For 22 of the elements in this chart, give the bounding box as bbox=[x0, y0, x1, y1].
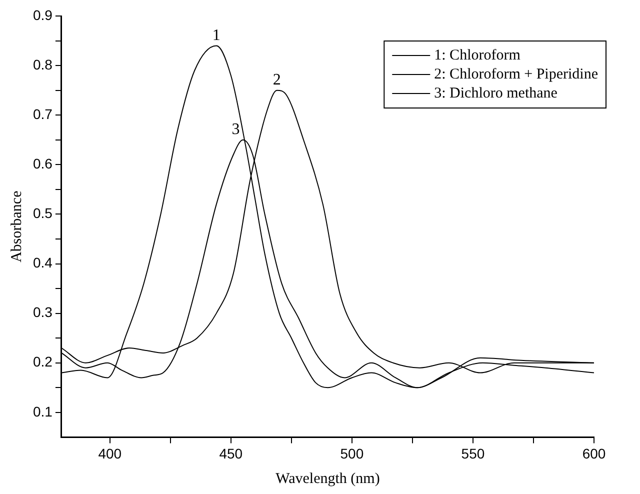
x-tick-label: 550 bbox=[461, 445, 485, 462]
x-tick-label: 500 bbox=[340, 445, 364, 462]
x-tick-label: 400 bbox=[98, 445, 122, 462]
legend-label: 3: Dichloro methane bbox=[434, 85, 558, 102]
y-tick-label: 0.9 bbox=[32, 6, 53, 23]
y-tick-label: 0.8 bbox=[32, 56, 53, 72]
y-tick-label: 0.4 bbox=[32, 254, 53, 271]
y-tick-label: 0.1 bbox=[32, 403, 53, 420]
y-tick-label: 0.3 bbox=[32, 304, 53, 320]
legend-label: 2: Chloroform + Piperidine bbox=[434, 66, 598, 82]
x-tick-label: 450 bbox=[219, 445, 243, 462]
annotation: 1 bbox=[212, 26, 220, 44]
y-tick-label: 0.2 bbox=[32, 354, 53, 370]
x-tick-label: 600 bbox=[582, 445, 606, 462]
annotation: 3 bbox=[232, 121, 240, 138]
y-tick-label: 0.5 bbox=[32, 205, 53, 222]
y-tick-label: 0.6 bbox=[32, 156, 53, 172]
y-tick-label: 0.7 bbox=[32, 106, 53, 122]
x-axis-title: Wavelength (nm) bbox=[276, 470, 380, 487]
legend-label: 1: Chloroform bbox=[434, 47, 521, 64]
annotation: 2 bbox=[272, 72, 281, 89]
y-axis-title: Absorbance bbox=[8, 190, 25, 262]
